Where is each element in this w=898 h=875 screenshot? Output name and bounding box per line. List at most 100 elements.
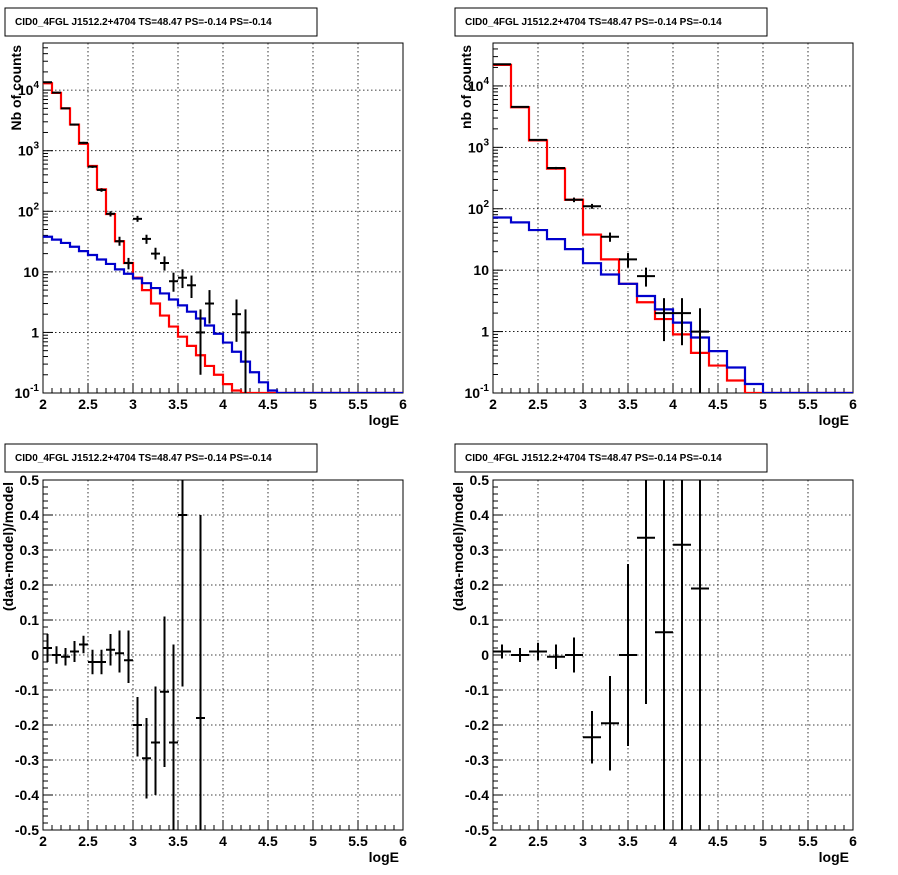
y-axis: -0.5 -0.4 -0.3 -0.2 -0.1 0 0.1 0.2 0.3 0.4 0.5 <box>15 472 53 838</box>
data-point <box>160 616 169 767</box>
y-tick-label: -0.4 <box>15 787 39 803</box>
y-axis-title: (data-model)/model <box>450 482 466 611</box>
y-tick-label: -0.5 <box>465 822 489 838</box>
y-axis-title: Nb of counts <box>8 45 24 131</box>
x-tick-label: 5.5 <box>348 833 368 849</box>
data-point <box>583 711 601 764</box>
data-points <box>493 63 709 393</box>
x-tick-label: 4.5 <box>708 833 728 849</box>
data-point <box>655 480 673 830</box>
data-point <box>637 267 655 287</box>
y-tick-label: 0.2 <box>470 577 490 593</box>
pad-bottom-left: CID0_4FGL J1512.2+4704 TS=48.47 PS=-0.14… <box>0 443 407 865</box>
data-point <box>511 105 529 108</box>
x-tick-label: 5 <box>309 396 317 412</box>
data-point <box>601 232 619 242</box>
y-tick-label: 10 <box>473 262 489 278</box>
pad-bottom-right: CID0_4FGL J1512.2+4704 TS=48.47 PS=-0.14… <box>450 443 857 865</box>
data-point <box>529 642 547 661</box>
y-tick-label: 10-1 <box>465 383 490 401</box>
chart-title: CID0_4FGL J1512.2+4704 TS=48.47 PS=-0.14… <box>15 17 272 28</box>
y-tick-label: 102 <box>18 201 40 219</box>
background-model-line <box>493 216 853 393</box>
x-tick-label: 6 <box>849 833 857 849</box>
plot-area <box>493 480 709 830</box>
x-tick-label: 4 <box>219 833 227 849</box>
y-tick-label: 0 <box>481 647 489 663</box>
y-tick-label: -0.2 <box>465 717 489 733</box>
data-point <box>61 107 70 110</box>
data-point <box>547 166 565 170</box>
y-tick-label: 0.2 <box>20 577 40 593</box>
data-point <box>115 236 124 246</box>
data-point <box>133 697 142 757</box>
x-tick-label: 3 <box>129 833 137 849</box>
x-tick-label: 2.5 <box>78 833 98 849</box>
y-tick-label: 0.5 <box>20 472 40 488</box>
data-point <box>583 203 601 209</box>
y-axis-title: nb of counts <box>458 45 474 129</box>
data-point <box>547 644 565 669</box>
title-box <box>4 443 318 473</box>
plot-area <box>43 81 403 393</box>
x-tick-label: 5.5 <box>798 833 818 849</box>
data-point <box>691 480 709 830</box>
y-tick-label: 0.3 <box>20 542 40 558</box>
x-tick-label: 3 <box>579 833 587 849</box>
data-point <box>133 215 142 222</box>
x-axis: 2 2.5 3 3.5 4 4.5 5 5.5 6 <box>489 820 857 849</box>
y-tick-label: 1 <box>481 324 489 340</box>
x-tick-label: 5.5 <box>798 396 818 412</box>
data-point <box>88 649 97 675</box>
data-point <box>97 649 106 675</box>
data-points <box>43 480 205 830</box>
x-tick-label: 3.5 <box>168 396 188 412</box>
y-tick-label: 104 <box>468 76 490 94</box>
x-tick-label: 2.5 <box>528 396 548 412</box>
data-point <box>160 256 169 271</box>
x-axis-title: logE <box>819 849 849 865</box>
data-point <box>529 138 547 141</box>
y-tick-label: -0.3 <box>15 752 39 768</box>
x-tick-label: 4 <box>669 833 677 849</box>
data-point <box>601 676 619 771</box>
x-axis: 2 2.5 3 3.5 4 4.5 5 5.5 6 <box>489 383 857 412</box>
x-tick-label: 2 <box>39 396 47 412</box>
data-point <box>142 718 151 799</box>
x-tick-label: 6 <box>399 833 407 849</box>
data-point <box>88 165 97 168</box>
y-tick-label: 102 <box>468 199 490 217</box>
y-axis: -0.5 -0.4 -0.3 -0.2 -0.1 0 0.1 0.2 0.3 0.4 0.5 <box>465 472 503 838</box>
y-axis-title: (data-model)/model <box>0 482 16 611</box>
data-point <box>97 188 106 192</box>
y-tick-label: -0.4 <box>465 787 489 803</box>
y-tick-label: 103 <box>468 137 490 155</box>
grid <box>43 480 403 830</box>
grid <box>43 43 403 393</box>
y-tick-label: 0.5 <box>470 472 490 488</box>
chart-title: CID0_4FGL J1512.2+4704 TS=48.47 PS=-0.14… <box>15 453 272 464</box>
x-tick-label: 5 <box>759 396 767 412</box>
x-tick-label: 3.5 <box>618 396 638 412</box>
x-tick-label: 4.5 <box>708 396 728 412</box>
data-point <box>619 564 637 746</box>
x-tick-label: 4.5 <box>258 396 278 412</box>
chart-title: CID0_4FGL J1512.2+4704 TS=48.47 PS=-0.14… <box>465 17 722 28</box>
y-tick-label: 103 <box>18 141 40 159</box>
x-tick-label: 2 <box>39 833 47 849</box>
data-point <box>142 234 151 244</box>
y-tick-label: -0.3 <box>465 752 489 768</box>
x-tick-label: 2.5 <box>78 396 98 412</box>
x-axis-title: logE <box>369 412 399 428</box>
total-model-line <box>43 82 403 393</box>
y-tick-label: -0.2 <box>15 717 39 733</box>
data-point <box>241 309 250 393</box>
data-points <box>43 81 250 393</box>
data-point <box>232 299 241 342</box>
data-point <box>79 141 88 144</box>
x-tick-label: 2 <box>489 833 497 849</box>
y-tick-label: 0.4 <box>20 507 40 523</box>
data-point <box>169 272 178 292</box>
title-box <box>454 7 768 37</box>
y-tick-label: -0.1 <box>15 682 39 698</box>
